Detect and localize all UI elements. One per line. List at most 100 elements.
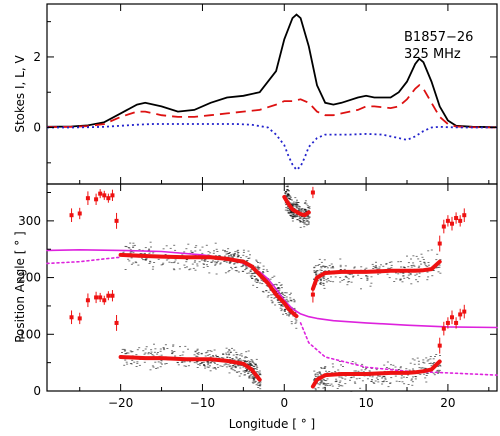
pa-noise-point: [250, 272, 253, 274]
pa-error-point: [94, 197, 99, 202]
pa-noise-point: [229, 358, 232, 360]
pa-noise-point: [411, 384, 414, 386]
pa-noise-point: [436, 370, 439, 372]
pa-noise-point: [227, 256, 230, 258]
pa-noise-point: [407, 374, 410, 376]
top-ytick-label: 0: [33, 121, 41, 135]
pa-noise-point: [234, 270, 237, 272]
pa-noise-point: [165, 363, 168, 364]
pa-noise-point: [278, 304, 281, 305]
pa-noise-point: [317, 375, 320, 377]
pa-noise-point: [303, 226, 306, 228]
pa-noise-point: [204, 367, 207, 369]
pa-noise-point: [299, 220, 302, 222]
pa-noise-point: [206, 366, 209, 368]
pa-noise-point: [397, 273, 400, 275]
pa-noise-point: [154, 361, 157, 363]
pa-noise-point: [335, 380, 338, 382]
pa-noise-point: [337, 383, 340, 385]
pa-noise-point: [176, 361, 179, 363]
pa-noise-point: [219, 262, 222, 264]
pa-noise-point: [228, 353, 231, 355]
pa-noise-point: [317, 280, 320, 282]
pa-noise-point: [147, 352, 150, 354]
pa-noise-point: [341, 377, 344, 379]
pa-noise-point: [318, 371, 321, 373]
pa-noise-point: [299, 217, 302, 219]
pa-noise-point: [323, 287, 326, 289]
top-ylabel: Stokes I, L, V: [13, 55, 27, 133]
pa-noise-point: [283, 295, 286, 296]
pa-noise-point: [249, 271, 252, 272]
pa-noise-point: [325, 370, 327, 372]
bottom-ytick-label: 300: [18, 214, 41, 228]
pa-noise-point: [372, 382, 375, 384]
pa-noise-point: [250, 269, 253, 271]
pa-noise-point: [196, 367, 199, 368]
pa-noise-point: [319, 282, 322, 283]
x-tick-label: 0: [280, 396, 288, 410]
pa-noise-point: [207, 350, 209, 352]
pa-noise-point: [245, 265, 248, 267]
pa-noise-point: [222, 353, 225, 355]
pa-noise-point: [292, 213, 295, 215]
pa-noise-point: [241, 355, 243, 357]
pa-noise-point: [273, 275, 276, 277]
pa-noise-point: [343, 268, 346, 270]
pa-noise-point: [254, 380, 257, 382]
pa-noise-point: [285, 207, 288, 209]
pa-noise-point: [226, 357, 229, 358]
pa-noise-point: [329, 280, 332, 282]
pa-noise-point: [280, 304, 283, 306]
pa-noise-point: [262, 291, 265, 293]
pa-noise-point: [209, 361, 212, 363]
pa-noise-point: [137, 264, 140, 266]
pa-noise-point: [294, 214, 297, 216]
pa-noise-point: [259, 384, 262, 386]
pa-noise-point: [248, 257, 251, 259]
pa-noise-point: [388, 367, 391, 369]
pa-noise-point: [219, 263, 222, 265]
pa-noise-point: [286, 189, 289, 191]
pa-noise-point: [236, 252, 239, 254]
pa-noise-point: [247, 372, 250, 374]
pa-noise-point: [336, 388, 339, 389]
pa-noise-point: [403, 277, 406, 279]
pa-noise-point: [325, 279, 328, 281]
pa-noise-point: [359, 387, 362, 389]
pa-noise-point: [240, 373, 243, 375]
pa-noise-point: [302, 221, 305, 223]
pa-noise-point: [428, 363, 431, 364]
pa-noise-point: [424, 265, 427, 267]
pa-noise-point: [321, 379, 324, 381]
pa-noise-point: [418, 276, 421, 278]
pa-noise-point: [164, 254, 167, 255]
pa-noise-point: [427, 372, 430, 374]
pa-noise-point: [303, 217, 306, 219]
pa-noise-point: [257, 267, 259, 269]
pa-noise-point: [339, 264, 342, 266]
pa-noise-point: [292, 216, 295, 218]
pa-noise-point: [414, 274, 417, 276]
pa-noise-point: [228, 252, 231, 253]
pa-noise-point: [151, 268, 154, 270]
pa-noise-point: [144, 352, 147, 354]
pa-noise-point: [390, 377, 393, 379]
pa-noise-point: [301, 208, 304, 209]
pa-noise-point: [236, 254, 239, 256]
pa-noise-point: [437, 371, 440, 373]
pa-noise-point: [194, 269, 197, 271]
pa-noise-point: [314, 389, 317, 391]
pa-noise-point: [402, 275, 405, 277]
pa-noise-point: [236, 270, 239, 272]
pa-noise-point: [299, 221, 302, 223]
pa-noise-point: [409, 274, 412, 276]
pa-noise-point: [276, 287, 279, 289]
pa-noise-point: [186, 259, 189, 261]
pa-noise-point: [285, 313, 287, 314]
pa-noise-point: [209, 370, 212, 372]
pa-noise-point: [390, 261, 393, 263]
pa-noise-point: [341, 385, 344, 387]
pa-noise-point: [331, 385, 334, 387]
pa-noise-point: [254, 377, 256, 378]
